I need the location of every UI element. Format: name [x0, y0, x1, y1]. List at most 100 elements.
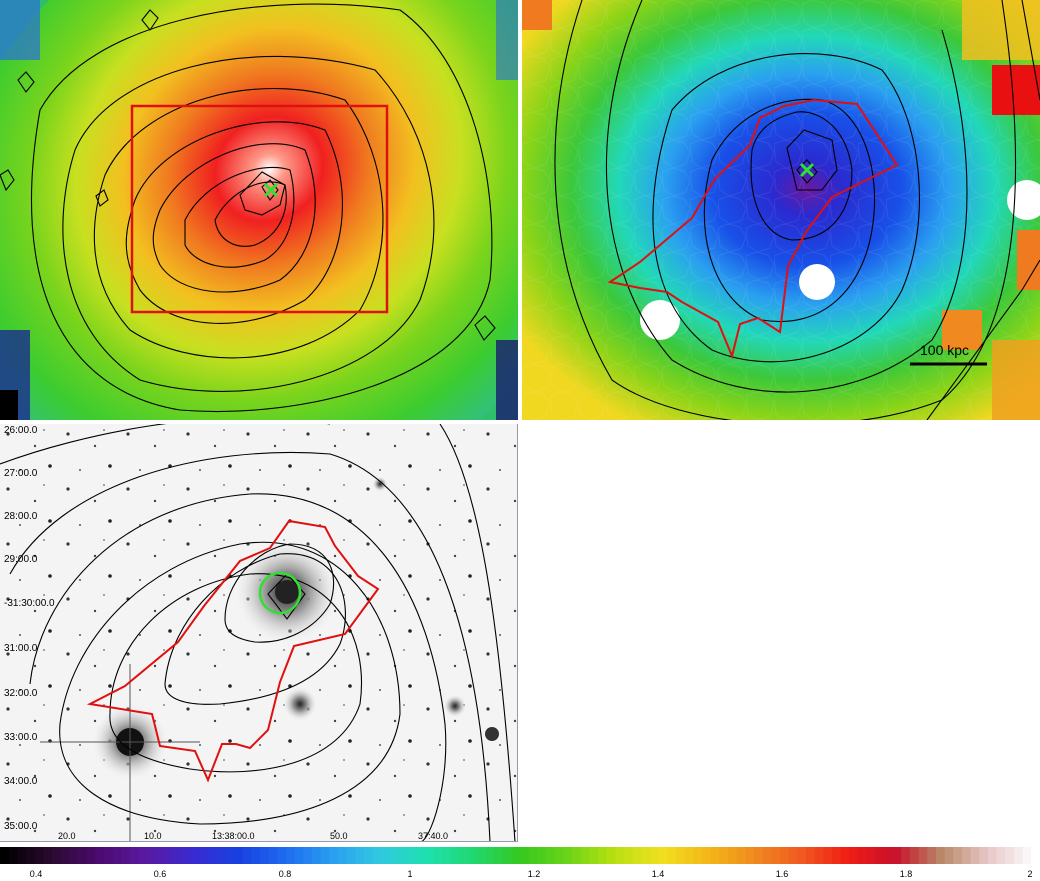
dec-tick-label: 29:00.0: [4, 554, 38, 565]
colorbar-segment: [60, 847, 70, 864]
dec-tick-label: 28:00.0: [4, 511, 38, 522]
colorbar-tick-label: 1.4: [651, 869, 665, 879]
colorbar-segment: [86, 847, 96, 864]
colorbar-segment: [754, 847, 764, 864]
scale-bar-label: 100 kpc: [920, 342, 970, 358]
colorbar-segment: [624, 847, 634, 864]
colorbar-segment: [927, 847, 937, 864]
colorbar-segment: [780, 847, 790, 864]
colorbar-segment: [138, 847, 148, 864]
colorbar-segment: [1031, 847, 1040, 864]
colorbar-segment: [606, 847, 616, 864]
colorbar-segment: [450, 847, 460, 864]
temperature-map: [522, 0, 1040, 420]
colorbar-segment: [832, 847, 842, 864]
colorbar-segment: [329, 847, 339, 864]
colorbar-segment: [312, 847, 322, 864]
colorbar-segment: [641, 847, 651, 864]
centroid-cross-marker: [263, 182, 279, 198]
colorbar-segment: [953, 847, 963, 864]
temperature-map-panel: 100 kpc: [522, 0, 1040, 420]
colorbar-segment: [286, 847, 296, 864]
colorbar-segment: [43, 847, 53, 864]
colorbar: [0, 847, 1040, 864]
ra-tick-label: 50.0: [330, 831, 348, 841]
colorbar-segment: [1014, 847, 1024, 864]
colorbar-segment: [520, 847, 530, 864]
colorbar-segment: [910, 847, 920, 864]
colorbar-segment: [771, 847, 781, 864]
colorbar-segment: [875, 847, 885, 864]
colorbar-segment: [277, 847, 287, 864]
colorbar-segment: [554, 847, 564, 864]
centroid-cross-marker: [799, 162, 815, 178]
colorbar-segment: [338, 847, 348, 864]
colorbar-segment: [979, 847, 989, 864]
ra-tick-label: 13:38:00.0: [212, 831, 255, 841]
colorbar-segment: [901, 847, 911, 864]
colorbar-segment: [546, 847, 556, 864]
colorbar-tick-label: 1: [407, 869, 413, 879]
colorbar-segment: [658, 847, 668, 864]
colorbar-segment: [104, 847, 114, 864]
colorbar-tick-label: 1.6: [775, 869, 789, 879]
dec-tick-label: 26:00.0: [4, 425, 38, 436]
colorbar-segment: [190, 847, 200, 864]
colorbar-segment: [1005, 847, 1015, 864]
colorbar-segment: [858, 847, 868, 864]
colorbar-segment: [17, 847, 27, 864]
colorbar-segment: [892, 847, 902, 864]
colorbar-segment: [745, 847, 755, 864]
colorbar-segment: [918, 847, 928, 864]
colorbar-segment: [182, 847, 192, 864]
colorbar-segment: [8, 847, 18, 864]
colorbar-segment: [34, 847, 44, 864]
colorbar-segment: [372, 847, 382, 864]
colorbar-segment: [719, 847, 729, 864]
colorbar-segment: [381, 847, 391, 864]
colorbar-segment: [598, 847, 608, 864]
colorbar-segment: [589, 847, 599, 864]
colorbar-segment: [268, 847, 278, 864]
region-polygon: [86, 519, 380, 783]
colorbar-segment: [251, 847, 261, 864]
colorbar-segment: [346, 847, 356, 864]
colorbar-segment: [260, 847, 270, 864]
colorbar-segment: [632, 847, 642, 864]
colorbar-segment: [320, 847, 330, 864]
colorbar-segment: [884, 847, 894, 864]
colorbar-segment: [130, 847, 140, 864]
colorbar-segment: [208, 847, 218, 864]
colorbar-segment: [164, 847, 174, 864]
colorbar-segment: [970, 847, 980, 864]
dec-tick-label: 32:00.0: [4, 688, 38, 699]
dec-tick-label: 33:00.0: [4, 732, 38, 743]
colorbar-segment: [0, 847, 10, 864]
colorbar-tick-label: 2: [1027, 869, 1033, 879]
colorbar-segment: [580, 847, 590, 864]
colorbar-segment: [433, 847, 443, 864]
colorbar-segment: [294, 847, 304, 864]
colorbar-segment: [650, 847, 660, 864]
colorbar-segment: [693, 847, 703, 864]
region-polygon: [607, 98, 899, 360]
colorbar-segment: [303, 847, 313, 864]
dec-tick-label: 35:00.0: [4, 821, 38, 832]
colorbar-segment: [407, 847, 417, 864]
colorbar-segment: [511, 847, 521, 864]
colorbar-segment: [615, 847, 625, 864]
colorbar-tick-label: 0.8: [278, 869, 292, 879]
colorbar-segment: [398, 847, 408, 864]
colorbar-segment: [537, 847, 547, 864]
colorbar-segment: [468, 847, 478, 864]
colorbar-segment: [502, 847, 512, 864]
colorbar-segment: [528, 847, 538, 864]
optical-image-panel: 26:00.0 27:00.0 28:00.0 29:00.0 -31:30:0…: [0, 424, 518, 842]
colorbar-segment: [797, 847, 807, 864]
colorbar-segment: [676, 847, 686, 864]
dec-tick-label: -31:30:00.0: [4, 598, 55, 609]
colorbar-tick-label: 0.4: [29, 869, 43, 879]
dec-tick-label: 31:00.0: [4, 643, 38, 654]
colorbar-segment: [840, 847, 850, 864]
colorbar-segment: [121, 847, 131, 864]
